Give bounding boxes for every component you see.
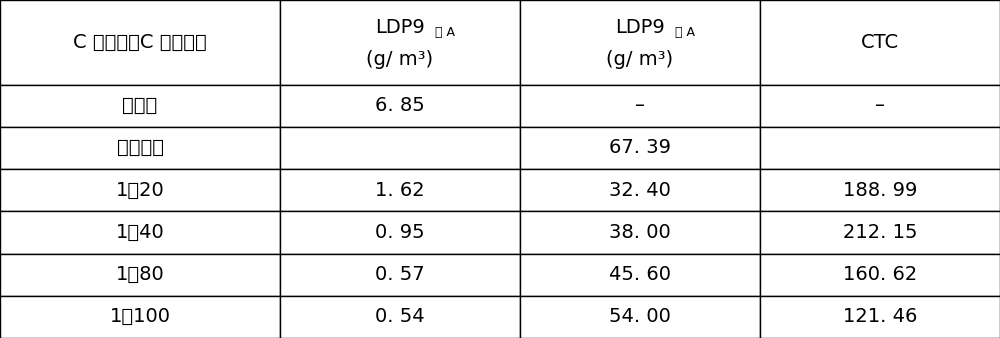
- Text: (g/ m³): (g/ m³): [366, 50, 434, 69]
- Bar: [0, 127, 280, 169]
- Text: 0. 95: 0. 95: [375, 223, 425, 242]
- Bar: [280, 127, 520, 169]
- Text: 混 A: 混 A: [675, 26, 695, 39]
- Bar: [760, 127, 1000, 169]
- Text: 甲酸乙酯: 甲酸乙酯: [116, 138, 164, 158]
- Text: –: –: [635, 96, 645, 115]
- Text: 1：100: 1：100: [110, 307, 170, 327]
- Text: 0. 57: 0. 57: [375, 265, 425, 284]
- Bar: [520, 169, 760, 211]
- Bar: [520, 296, 760, 338]
- Text: CTC: CTC: [861, 33, 899, 52]
- Text: 38. 00: 38. 00: [609, 223, 671, 242]
- Bar: [0, 211, 280, 254]
- Bar: [760, 211, 1000, 254]
- Bar: [280, 211, 520, 254]
- Text: –: –: [875, 96, 885, 115]
- Text: 160. 62: 160. 62: [843, 265, 917, 284]
- Bar: [760, 296, 1000, 338]
- Text: (g/ m³): (g/ m³): [606, 50, 674, 69]
- Text: 1. 62: 1. 62: [375, 180, 425, 200]
- Text: 54. 00: 54. 00: [609, 307, 671, 327]
- Text: 121. 46: 121. 46: [843, 307, 917, 327]
- Text: LDP9: LDP9: [375, 18, 425, 38]
- Bar: [0, 296, 280, 338]
- Text: 45. 60: 45. 60: [609, 265, 671, 284]
- Bar: [280, 254, 520, 296]
- Text: 212. 15: 212. 15: [843, 223, 917, 242]
- Bar: [760, 254, 1000, 296]
- Bar: [760, 0, 1000, 84]
- Text: C 磷化氢：C 甲酸乙酯: C 磷化氢：C 甲酸乙酯: [73, 33, 207, 52]
- Bar: [760, 84, 1000, 127]
- Text: 1：20: 1：20: [116, 180, 164, 200]
- Bar: [520, 211, 760, 254]
- Text: 6. 85: 6. 85: [375, 96, 425, 115]
- Bar: [520, 254, 760, 296]
- Text: LDP9: LDP9: [615, 18, 665, 38]
- Bar: [0, 0, 280, 84]
- Bar: [760, 169, 1000, 211]
- Text: 67. 39: 67. 39: [609, 138, 671, 158]
- Text: 1：40: 1：40: [116, 223, 164, 242]
- Bar: [520, 127, 760, 169]
- Text: 0. 54: 0. 54: [375, 307, 425, 327]
- Text: 188. 99: 188. 99: [843, 180, 917, 200]
- Bar: [0, 254, 280, 296]
- Text: 1：80: 1：80: [116, 265, 164, 284]
- Bar: [280, 84, 520, 127]
- Bar: [280, 169, 520, 211]
- Text: 混 A: 混 A: [435, 26, 455, 39]
- Bar: [0, 169, 280, 211]
- Text: 磷化氢: 磷化氢: [122, 96, 158, 115]
- Bar: [0, 84, 280, 127]
- Bar: [520, 84, 760, 127]
- Bar: [280, 296, 520, 338]
- Bar: [520, 0, 760, 84]
- Bar: [280, 0, 520, 84]
- Text: 32. 40: 32. 40: [609, 180, 671, 200]
